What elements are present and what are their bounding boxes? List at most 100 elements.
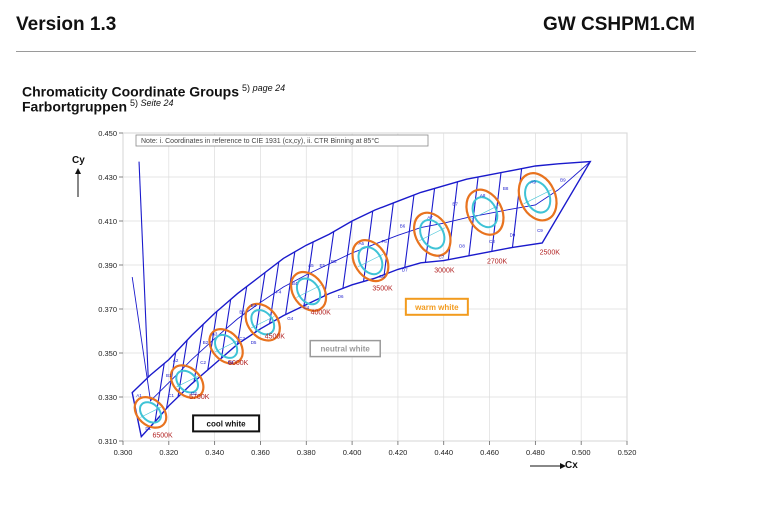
- bin-label: C8: [489, 239, 495, 244]
- region-label: cool white: [207, 419, 247, 428]
- region-box: [192, 414, 261, 433]
- bin-label: A3: [212, 331, 218, 336]
- outer-ellipse: [208, 328, 244, 365]
- y-tick-label: 0.410: [98, 217, 117, 226]
- region-box: [404, 297, 469, 316]
- region-box: [309, 339, 381, 358]
- version-label: Version 1.3: [16, 14, 117, 35]
- ellipse-axis: [357, 254, 384, 268]
- bin-label: E4: [251, 303, 257, 308]
- inner-ellipse: [419, 218, 446, 250]
- bin-label: B1: [166, 373, 172, 378]
- bin-label: A8: [480, 193, 486, 198]
- inner-ellipse: [250, 308, 276, 336]
- grid-layer: [122, 132, 628, 442]
- cct-label: 6500K: [152, 433, 173, 440]
- inner-ellipse: [357, 246, 384, 276]
- y-tick-label: 0.390: [98, 261, 117, 270]
- x-tick-label: 0.300: [114, 448, 133, 457]
- bin-label: C9: [537, 228, 543, 233]
- inner-ellipse: [295, 277, 322, 306]
- y-tick-label: 0.370: [98, 305, 117, 314]
- ellipse-axis: [419, 227, 446, 242]
- bin-divider: [255, 272, 266, 332]
- bin-label: B6: [400, 224, 406, 229]
- bin-label: B9: [560, 177, 566, 182]
- x-axis-arrowhead: [560, 463, 566, 469]
- x-tick-label: 0.360: [251, 448, 270, 457]
- x-tick-label: 0.340: [205, 448, 224, 457]
- section-title-de: Farbortgruppen 5) Seite 24: [22, 98, 174, 115]
- bin-divider: [138, 161, 149, 378]
- ellipse-axis: [471, 205, 499, 220]
- y-tick-label: 0.310: [98, 437, 117, 446]
- bin-divider: [324, 231, 335, 296]
- outer-ellipse: [244, 302, 281, 342]
- bin-label: B7: [452, 202, 458, 207]
- cct-label: 4500K: [265, 333, 286, 340]
- bin-label: D2: [191, 391, 197, 396]
- bin-label: D6: [338, 294, 344, 299]
- ref-en: 5) page 24: [242, 83, 285, 93]
- note-box: [135, 134, 429, 147]
- cct-label: 5700K: [189, 394, 210, 401]
- y-axis-label: Cy: [72, 155, 85, 166]
- x-axis-label: Cx: [565, 460, 578, 471]
- outer-ellipse: [169, 364, 205, 399]
- bin-divider: [269, 261, 280, 324]
- bin-label: B5: [331, 259, 337, 264]
- ellipse-axis: [296, 285, 321, 298]
- bin-label: B3: [239, 309, 245, 314]
- ref-de: 5) Seite 24: [130, 98, 174, 108]
- ellipse-axis: [523, 189, 552, 205]
- x-tick-label: 0.460: [480, 448, 499, 457]
- y-axis-arrowhead: [75, 168, 81, 174]
- x-tick-label: 0.380: [297, 448, 316, 457]
- document-code: GW CSHPM1.CM: [543, 14, 695, 35]
- section-title-en: Chromaticity Coordinate Groups 5) page 24: [22, 83, 285, 100]
- bin-label: C3: [239, 336, 245, 341]
- bin-label: A2: [173, 358, 179, 363]
- ref-de-page: Seite 24: [140, 98, 174, 108]
- inner-ellipse: [138, 401, 163, 424]
- outer-ellipse: [133, 396, 168, 429]
- outer-ellipse: [351, 239, 390, 283]
- x-tick-label: 0.520: [618, 448, 637, 457]
- bin-label: C1: [168, 393, 174, 398]
- ellipse-axis: [140, 407, 161, 418]
- bin-label: D1: [145, 426, 151, 431]
- y-tick-label: 0.350: [98, 349, 117, 358]
- region-label: warm white: [414, 303, 459, 312]
- bin-label: B2: [203, 340, 209, 345]
- x-tick-label: 0.500: [572, 448, 591, 457]
- ellipse-layer: [133, 172, 558, 429]
- x-tick-label: 0.420: [389, 448, 408, 457]
- ref-de-num: 5): [130, 98, 139, 108]
- bin-label: A5: [308, 263, 314, 268]
- cct-label: 3000K: [434, 268, 455, 275]
- bin-divider: [404, 194, 415, 268]
- inner-ellipse: [524, 180, 552, 214]
- title-en-text: Chromaticity Coordinate Groups: [22, 83, 240, 100]
- y-tick-label: 0.430: [98, 173, 117, 182]
- bin-label: D5: [251, 340, 257, 345]
- y-tick-label: 0.330: [98, 393, 117, 402]
- ellipse-axis: [214, 340, 238, 353]
- bin-label: E5: [320, 263, 326, 268]
- x-tick-label: 0.400: [343, 448, 362, 457]
- bin-label: D8: [459, 243, 465, 248]
- chart-note: Note: i. Coordinates in reference to CIE…: [141, 137, 379, 145]
- x-tick-label: 0.440: [434, 448, 453, 457]
- ref-en-num: 5): [242, 83, 251, 93]
- bin-label: D7: [402, 268, 408, 273]
- axis-layer: 0.300 0.320 0.340 0.360 0.380 0.400 0.420 0.440…: [72, 129, 636, 471]
- label-layer: 6500K 5700K 5000K 4500K 4000K 3500K 3000K 2700K…: [136, 177, 566, 439]
- bin-label: C7: [439, 254, 445, 259]
- x-tick-label: 0.480: [526, 448, 545, 457]
- inner-ellipse: [175, 369, 199, 394]
- bin-divider: [383, 202, 394, 275]
- inner-ellipse: [213, 333, 239, 359]
- x-tick-label: 0.320: [159, 448, 178, 457]
- cct-label: 5000K: [228, 360, 249, 367]
